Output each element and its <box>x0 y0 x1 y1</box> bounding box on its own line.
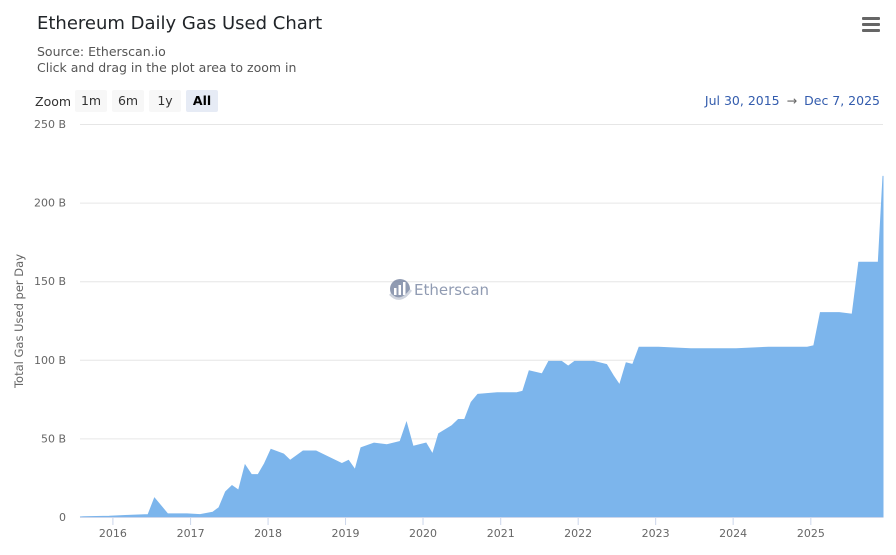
range-from-input[interactable]: Jul 30, 2015 <box>704 93 780 108</box>
gas-used-area-series[interactable] <box>79 175 884 518</box>
zoom-hint-text: Click and drag in the plot area to zoom … <box>37 60 297 75</box>
x-tick-label: 2018 <box>254 527 282 540</box>
x-tick-label: 2020 <box>409 527 437 540</box>
x-tick-label: 2016 <box>99 527 127 540</box>
zoom-label: Zoom <box>35 93 72 109</box>
y-tick-label: 100 B <box>34 354 66 367</box>
y-tick-label: 200 B <box>34 197 66 210</box>
watermark-text: Etherscan <box>414 281 489 299</box>
zoom-1y-button[interactable]: 1y <box>149 90 182 112</box>
date-range-display: Jul 30, 2015 → Dec 7, 2025 <box>705 93 880 108</box>
chart-title: Ethereum Daily Gas Used Chart <box>37 13 323 34</box>
zoom-6m-button[interactable]: 6m <box>112 90 145 112</box>
zoom-all-button[interactable]: All <box>186 90 219 112</box>
x-tick-label: 2017 <box>177 527 205 540</box>
chart-subtitle: Source: Etherscan.io Click and drag in t… <box>37 44 296 76</box>
x-tick-label: 2021 <box>487 527 515 540</box>
source-text: Source: Etherscan.io <box>37 44 166 59</box>
y-axis-labels: 0 50 B 100 B 150 B 200 B 250 B <box>34 118 66 524</box>
x-tick-label: 2022 <box>564 527 592 540</box>
range-arrow: → <box>786 93 798 108</box>
range-to-input[interactable]: Dec 7, 2025 <box>804 93 880 108</box>
y-tick-label: 0 <box>59 511 66 524</box>
x-tick-label: 2024 <box>719 527 747 540</box>
x-tick-label: 2019 <box>332 527 360 540</box>
range-selector-buttons: Zoom 1m 6m 1y All <box>35 90 223 112</box>
x-tick-label: 2023 <box>642 527 670 540</box>
y-tick-label: 150 B <box>34 275 66 288</box>
etherscan-logo-icon <box>389 279 413 300</box>
x-tick-label: 2025 <box>797 527 825 540</box>
y-axis-title: Total Gas Used per Day <box>12 254 26 389</box>
zoom-1m-button[interactable]: 1m <box>75 90 108 112</box>
etherscan-watermark: Etherscan <box>389 279 489 300</box>
y-tick-label: 50 B <box>41 432 66 445</box>
x-axis-labels: 2016 2017 2018 2019 2020 2021 2022 2023 2024 2025 <box>99 517 825 540</box>
hamburger-menu-icon[interactable] <box>862 17 880 33</box>
y-tick-label: 250 B <box>34 118 66 131</box>
